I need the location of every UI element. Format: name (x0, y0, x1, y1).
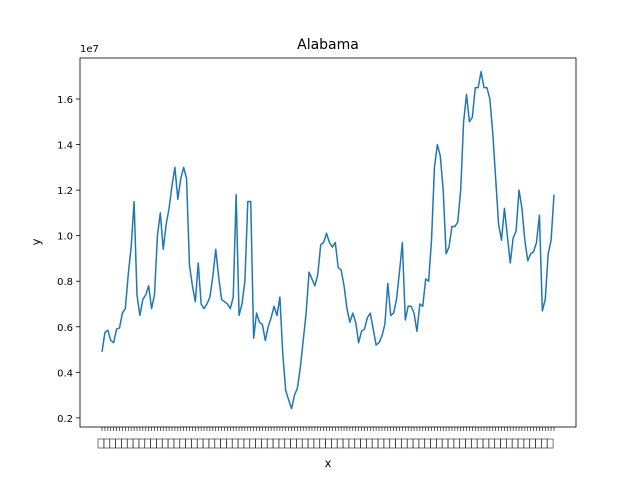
y-tick-label: 1.6 (57, 95, 73, 106)
y-tick-label: 0.4 (57, 368, 73, 379)
x-tick-labels-overlap (97, 438, 554, 449)
y-axis-label: y (29, 238, 43, 245)
plot-area-frame (79, 57, 577, 428)
y-tick-label: 1.4 (57, 141, 73, 152)
y-tick-label: 1.2 (57, 186, 73, 197)
y-tick-label: 0.6 (57, 323, 73, 334)
y-tick-label: 0.8 (57, 277, 73, 288)
y-axis-ticks: 0.2 0.4 0.6 0.8 1.0 1.2 1.4 1.6 (57, 95, 80, 425)
chart-title: Alabama (297, 37, 359, 53)
series-line (101, 70, 555, 410)
x-axis-ticks (97, 427, 555, 449)
y-tick-label: 0.2 (57, 414, 73, 425)
y-scale-label: 1e7 (80, 44, 99, 55)
x-axis-label: x (325, 456, 332, 470)
y-tick-label: 1.0 (57, 232, 73, 243)
